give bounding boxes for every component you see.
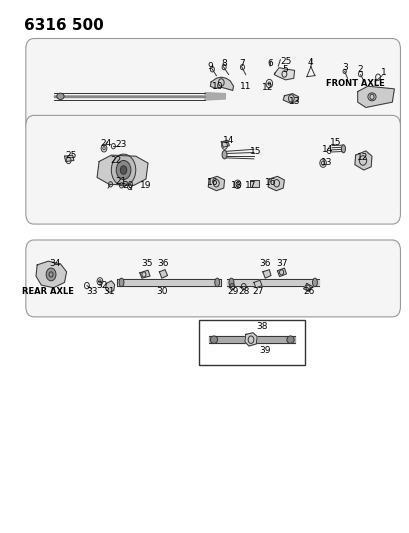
Text: 7: 7 [239, 60, 245, 68]
Bar [249, 180, 258, 187]
Text: 14: 14 [222, 136, 234, 146]
Text: REAR AXLE: REAR AXLE [22, 287, 74, 296]
Text: 16: 16 [265, 178, 276, 187]
Text: 4: 4 [306, 59, 312, 67]
Text: 14: 14 [321, 146, 332, 155]
Text: 13: 13 [288, 96, 300, 106]
Polygon shape [139, 270, 150, 278]
Polygon shape [117, 279, 221, 286]
FancyBboxPatch shape [26, 240, 400, 317]
Text: 35: 35 [141, 260, 153, 268]
Circle shape [46, 268, 56, 281]
Text: 17: 17 [244, 181, 256, 190]
Polygon shape [283, 94, 298, 103]
Text: 11: 11 [239, 82, 251, 91]
Bar [198, 319, 304, 365]
Polygon shape [267, 176, 284, 191]
Text: 36: 36 [259, 260, 270, 268]
Polygon shape [208, 176, 224, 191]
Polygon shape [227, 279, 318, 286]
Ellipse shape [222, 150, 227, 159]
Text: 15: 15 [330, 139, 341, 148]
Circle shape [120, 166, 126, 174]
Polygon shape [36, 261, 66, 288]
FancyBboxPatch shape [26, 38, 400, 134]
Text: 3: 3 [342, 63, 348, 71]
Text: FRONT AXLE: FRONT AXLE [326, 79, 384, 88]
Text: 23: 23 [116, 140, 127, 149]
Text: 5: 5 [282, 64, 288, 74]
Text: 6: 6 [267, 60, 273, 68]
Text: 9: 9 [207, 62, 212, 70]
Ellipse shape [286, 336, 294, 343]
Polygon shape [277, 268, 286, 277]
Text: 8: 8 [221, 60, 227, 68]
Polygon shape [64, 155, 74, 161]
Text: 2: 2 [357, 64, 362, 74]
Text: 36: 36 [157, 260, 169, 268]
Text: 25: 25 [65, 151, 76, 160]
Text: 33: 33 [86, 287, 97, 296]
Text: 32: 32 [97, 280, 108, 289]
Ellipse shape [119, 278, 124, 287]
Text: 38: 38 [256, 322, 267, 331]
Ellipse shape [214, 278, 219, 287]
Text: 12: 12 [262, 83, 273, 92]
Text: 29: 29 [227, 287, 238, 296]
FancyBboxPatch shape [26, 115, 400, 224]
Polygon shape [209, 336, 294, 343]
Text: 16: 16 [206, 178, 218, 187]
Text: 27: 27 [252, 287, 263, 296]
Text: 15: 15 [249, 147, 261, 156]
Circle shape [116, 160, 130, 180]
Text: 13: 13 [321, 158, 332, 166]
Polygon shape [262, 270, 270, 278]
Polygon shape [274, 68, 294, 80]
Text: 1: 1 [380, 68, 386, 77]
Text: 12: 12 [356, 154, 368, 163]
Polygon shape [97, 155, 148, 185]
Polygon shape [253, 280, 261, 288]
Polygon shape [357, 86, 393, 108]
Text: 28: 28 [238, 287, 249, 296]
Text: 20: 20 [121, 181, 133, 190]
Text: 34: 34 [49, 260, 61, 268]
Text: 30: 30 [156, 287, 168, 296]
Text: 25: 25 [280, 57, 292, 66]
Circle shape [111, 154, 135, 186]
Polygon shape [159, 270, 167, 278]
Polygon shape [303, 284, 312, 292]
Text: 24: 24 [101, 139, 112, 148]
Text: 31: 31 [103, 287, 115, 296]
Ellipse shape [312, 278, 317, 287]
Text: 22: 22 [110, 156, 121, 165]
Polygon shape [106, 281, 115, 293]
Polygon shape [244, 333, 256, 346]
Text: 6316 500: 6316 500 [24, 18, 103, 34]
Polygon shape [54, 93, 225, 100]
Ellipse shape [229, 278, 234, 287]
Text: 19: 19 [140, 181, 151, 190]
Polygon shape [210, 77, 233, 91]
Polygon shape [354, 151, 371, 170]
Polygon shape [54, 96, 204, 97]
Text: 39: 39 [259, 346, 270, 355]
Ellipse shape [56, 93, 64, 100]
Text: 37: 37 [276, 260, 288, 268]
Ellipse shape [341, 145, 345, 153]
Polygon shape [221, 140, 229, 147]
Ellipse shape [210, 336, 217, 343]
Text: 18: 18 [230, 181, 242, 190]
Text: 10: 10 [212, 82, 223, 91]
Text: 21: 21 [115, 177, 126, 186]
Text: 26: 26 [302, 287, 314, 296]
